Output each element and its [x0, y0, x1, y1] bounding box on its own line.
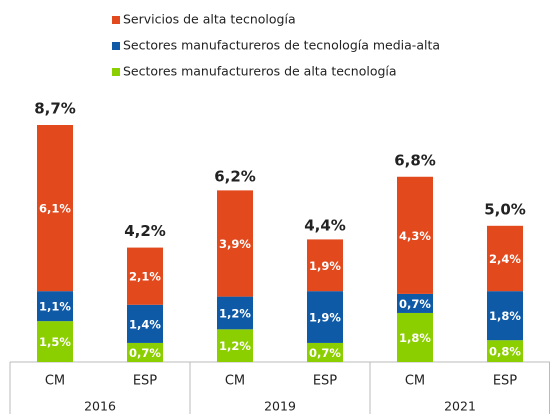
x-tick-label: ESP [133, 374, 157, 389]
data-label: 1,8% [489, 309, 521, 323]
data-label: 0,8% [489, 345, 521, 359]
total-label: 4,4% [304, 217, 346, 235]
total-label: 6,8% [394, 151, 436, 169]
data-label: 2,4% [489, 252, 521, 266]
group-label: 2016 [84, 399, 116, 414]
total-label: 4,2% [124, 222, 166, 240]
bar-segment [37, 321, 73, 362]
bar-segment [397, 176, 433, 294]
bar-segment [127, 247, 163, 305]
bar-segment [397, 293, 433, 313]
x-tick-label: CM [405, 374, 425, 389]
data-label: 1,2% [219, 306, 251, 320]
bar-segment [307, 291, 343, 343]
bar-segment [397, 312, 433, 362]
bar-segment [37, 125, 73, 292]
bar-segment [307, 239, 343, 292]
x-tick-label: ESP [493, 374, 517, 389]
bar-segment [217, 190, 253, 297]
legend-label: Sectores manufactureros de alta tecnolog… [123, 64, 397, 79]
data-label: 1,1% [39, 300, 71, 314]
bar-segment [217, 329, 253, 362]
data-label: 4,3% [399, 229, 431, 243]
group-label: 2019 [264, 399, 296, 414]
bar-segment [487, 340, 523, 362]
data-label: 0,7% [399, 297, 431, 311]
bar-segment [487, 225, 523, 292]
bar-segment [217, 296, 253, 330]
data-label: 1,9% [309, 259, 341, 273]
total-label: 6,2% [214, 168, 256, 186]
legend-label: Servicios de alta tecnología [123, 12, 296, 27]
bar-segment [37, 291, 73, 322]
data-label: 1,2% [219, 339, 251, 353]
data-label: 0,7% [129, 346, 161, 360]
data-label: 1,8% [399, 331, 431, 345]
legend-label: Sectores manufactureros de tecnología me… [123, 38, 440, 53]
bar-segment [127, 304, 163, 343]
total-label: 5,0% [484, 200, 526, 218]
data-label: 0,7% [309, 346, 341, 360]
legend-swatch [112, 16, 120, 24]
data-label: 1,5% [39, 335, 71, 349]
data-label: 1,4% [129, 317, 161, 331]
bar-segment [487, 291, 523, 341]
group-label: 2021 [444, 399, 476, 414]
x-tick-label: CM [225, 374, 245, 389]
legend-swatch [112, 68, 120, 76]
bar-segment [307, 342, 343, 362]
data-label: 1,9% [309, 311, 341, 325]
bar-segment [127, 342, 163, 362]
data-label: 3,9% [219, 237, 251, 251]
data-label: 6,1% [39, 202, 71, 216]
x-tick-label: ESP [313, 374, 337, 389]
legend-swatch [112, 42, 120, 50]
total-label: 8,7% [34, 100, 76, 118]
x-tick-label: CM [45, 374, 65, 389]
data-label: 2,1% [129, 270, 161, 284]
